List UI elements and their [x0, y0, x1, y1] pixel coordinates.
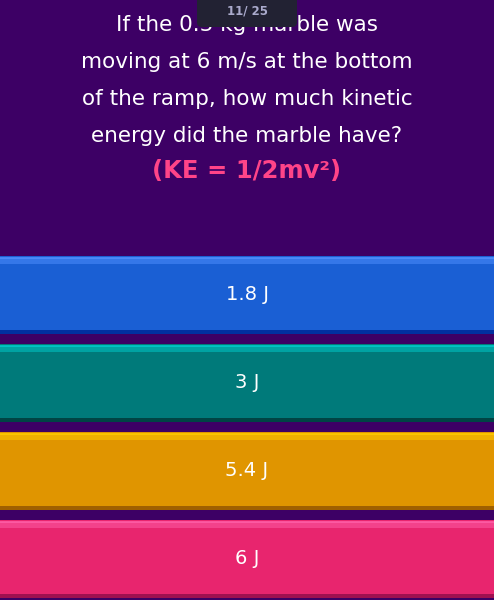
Text: 3 J: 3 J	[235, 373, 259, 392]
Bar	[0, 434, 494, 440]
Bar	[0, 346, 494, 352]
Bar	[0, 344, 494, 418]
Text: moving at 6 m/s at the bottom: moving at 6 m/s at the bottom	[81, 52, 413, 72]
Bar	[0, 347, 494, 365]
Text: If the 0.3 kg marble was: If the 0.3 kg marble was	[116, 15, 378, 35]
Text: energy did the marble have?: energy did the marble have?	[91, 126, 403, 146]
Text: 5.4 J: 5.4 J	[225, 461, 269, 481]
Bar	[0, 433, 494, 435]
Text: 6 J: 6 J	[235, 550, 259, 569]
Bar	[0, 520, 494, 594]
Bar	[0, 345, 494, 347]
Bar	[0, 256, 494, 330]
Bar	[0, 416, 494, 422]
Bar	[0, 258, 494, 264]
Bar	[0, 592, 494, 598]
Text: (KE = 1/2mv²): (KE = 1/2mv²)	[153, 159, 341, 183]
Bar	[0, 257, 494, 259]
Bar	[0, 504, 494, 510]
Text: 1.8 J: 1.8 J	[225, 286, 269, 304]
Bar	[0, 522, 494, 528]
Text: of the ramp, how much kinetic: of the ramp, how much kinetic	[82, 89, 412, 109]
FancyBboxPatch shape	[197, 0, 297, 27]
Text: 11/ 25: 11/ 25	[227, 4, 267, 17]
Bar	[0, 432, 494, 506]
Bar	[0, 521, 494, 523]
Bar	[0, 328, 494, 334]
